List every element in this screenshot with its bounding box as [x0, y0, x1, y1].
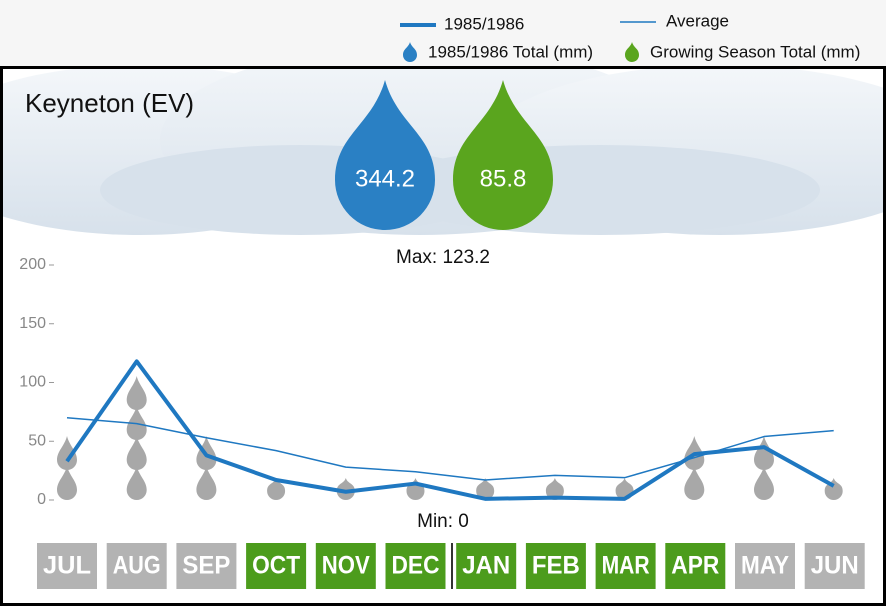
legend-label: 1985/1986 Total (mm): [428, 42, 593, 61]
rain-drop-icon: [126, 466, 147, 500]
max-label: Max: 123.2: [396, 247, 490, 268]
month-button[interactable]: [385, 543, 446, 589]
month-button[interactable]: [595, 543, 656, 589]
total-drop: [335, 80, 435, 230]
total-value: 344.2: [355, 165, 415, 192]
y-tick-label: 0: [37, 491, 46, 508]
rain-drop-icon: [336, 478, 355, 500]
cloud: [3, 69, 883, 235]
month-button[interactable]: [176, 543, 237, 589]
month-label[interactable]: OCT: [252, 552, 300, 580]
y-tick-label: 200: [19, 256, 46, 273]
total-value: 85.8: [480, 165, 527, 192]
month-label[interactable]: DEC: [392, 552, 440, 580]
month-label[interactable]: MAY: [741, 552, 789, 580]
rain-drop-icon: [754, 466, 774, 500]
month-button[interactable]: [246, 543, 307, 589]
rain-drop-icon: [545, 478, 564, 500]
chart-title: Keyneton (EV): [25, 88, 194, 118]
month-button[interactable]: [315, 543, 376, 589]
legend-label: Average: [666, 11, 729, 30]
month-button[interactable]: [456, 543, 517, 589]
total-drop: [453, 80, 553, 230]
rain-drop-icon: [267, 478, 286, 500]
month-label[interactable]: JAN: [462, 552, 510, 580]
min-label: Min: 0: [417, 511, 469, 532]
legend-drop: [625, 42, 639, 62]
y-tick-label: 50: [28, 432, 46, 449]
rain-drop-icon: [684, 466, 705, 500]
month-label[interactable]: SEP: [182, 552, 230, 580]
rain-drop-icon: [406, 478, 425, 500]
month-button[interactable]: [106, 543, 167, 589]
y-tick-label: 100: [19, 374, 46, 391]
month-button[interactable]: [665, 543, 726, 589]
month-button[interactable]: [525, 543, 586, 589]
month-label[interactable]: NOV: [322, 552, 370, 580]
month-label[interactable]: JUL: [43, 552, 91, 580]
legend-label: Growing Season Total (mm): [650, 42, 860, 61]
month-label[interactable]: JUN: [811, 552, 859, 580]
data-line: [66, 417, 834, 481]
rain-drop-icon: [754, 436, 774, 470]
rain-drop-icon: [57, 436, 77, 470]
chart-frame: [0, 66, 886, 606]
month-label[interactable]: APR: [671, 552, 719, 580]
month-button[interactable]: [804, 543, 865, 589]
month-label[interactable]: AUG: [113, 552, 161, 580]
legend-label: 1985/1986: [444, 14, 524, 33]
y-tick-label: 150: [19, 315, 46, 332]
rain-drop-icon: [57, 466, 77, 500]
month-button[interactable]: [37, 543, 97, 589]
rain-drop-icon: [126, 376, 147, 410]
rain-drop-icon: [476, 478, 495, 500]
month-label[interactable]: FEB: [532, 552, 580, 580]
month-label[interactable]: MAR: [602, 552, 650, 580]
header-background: [0, 0, 886, 66]
rain-drop-icon: [126, 436, 147, 470]
data-line: [65, 359, 835, 501]
rain-drop-icon: [196, 466, 217, 500]
month-button[interactable]: [735, 543, 795, 589]
legend-drop: [403, 42, 417, 62]
